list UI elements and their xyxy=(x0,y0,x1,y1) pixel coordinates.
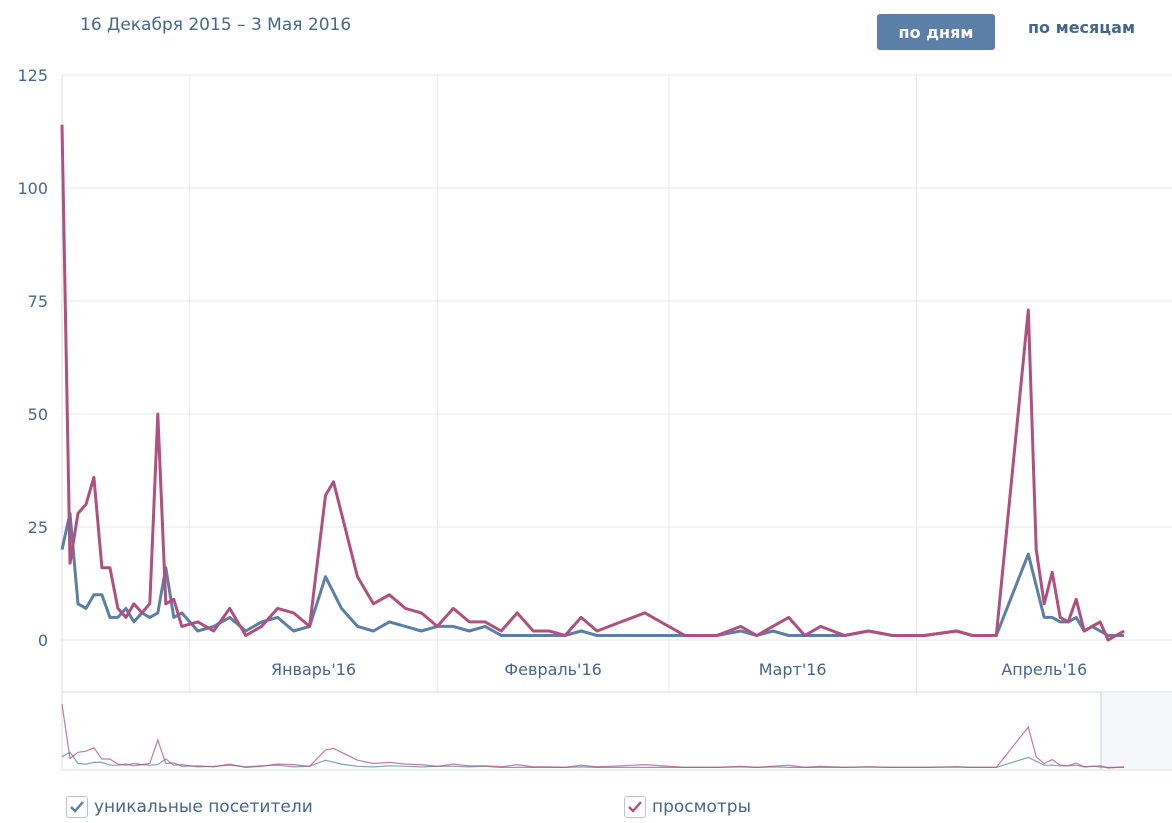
date-range-label: 16 Декабря 2015 – 3 Мая 2016 xyxy=(80,15,352,35)
y-tick-label: 100 xyxy=(17,179,48,198)
by-day-button[interactable]: по дням xyxy=(877,14,995,50)
series-line xyxy=(60,511,1125,637)
x-tick-label: Апрель'16 xyxy=(1001,660,1087,679)
x-tick-label: Март'16 xyxy=(759,660,827,679)
y-tick-label: 125 xyxy=(17,66,48,85)
legend-item-views[interactable]: просмотры xyxy=(624,794,751,820)
x-tick-label: Февраль'16 xyxy=(504,660,601,679)
y-tick-label: 50 xyxy=(28,405,48,424)
series-line xyxy=(60,124,1125,642)
navigator-series-line xyxy=(61,704,1125,769)
unique-visitors-checkbox[interactable] xyxy=(66,796,88,818)
checkmark-icon xyxy=(628,801,642,813)
y-tick-label: 25 xyxy=(28,518,48,537)
y-tick-label: 75 xyxy=(28,292,48,311)
unique-visitors-label: уникальные посетители xyxy=(94,797,313,817)
navigator-window xyxy=(1101,692,1172,770)
by-month-button[interactable]: по месяцам xyxy=(1028,18,1136,37)
x-tick-label: Январь'16 xyxy=(271,660,356,679)
y-tick-label: 0 xyxy=(38,631,48,650)
checkmark-icon xyxy=(70,801,84,813)
views-checkbox[interactable] xyxy=(624,796,646,818)
views-label: просмотры xyxy=(652,797,751,817)
legend-item-unique-visitors[interactable]: уникальные посетители xyxy=(66,794,313,820)
visits-chart: 0 25 50 75 100 125 Январь'16 Февраль'16 Март'16 А… xyxy=(17,66,1172,771)
